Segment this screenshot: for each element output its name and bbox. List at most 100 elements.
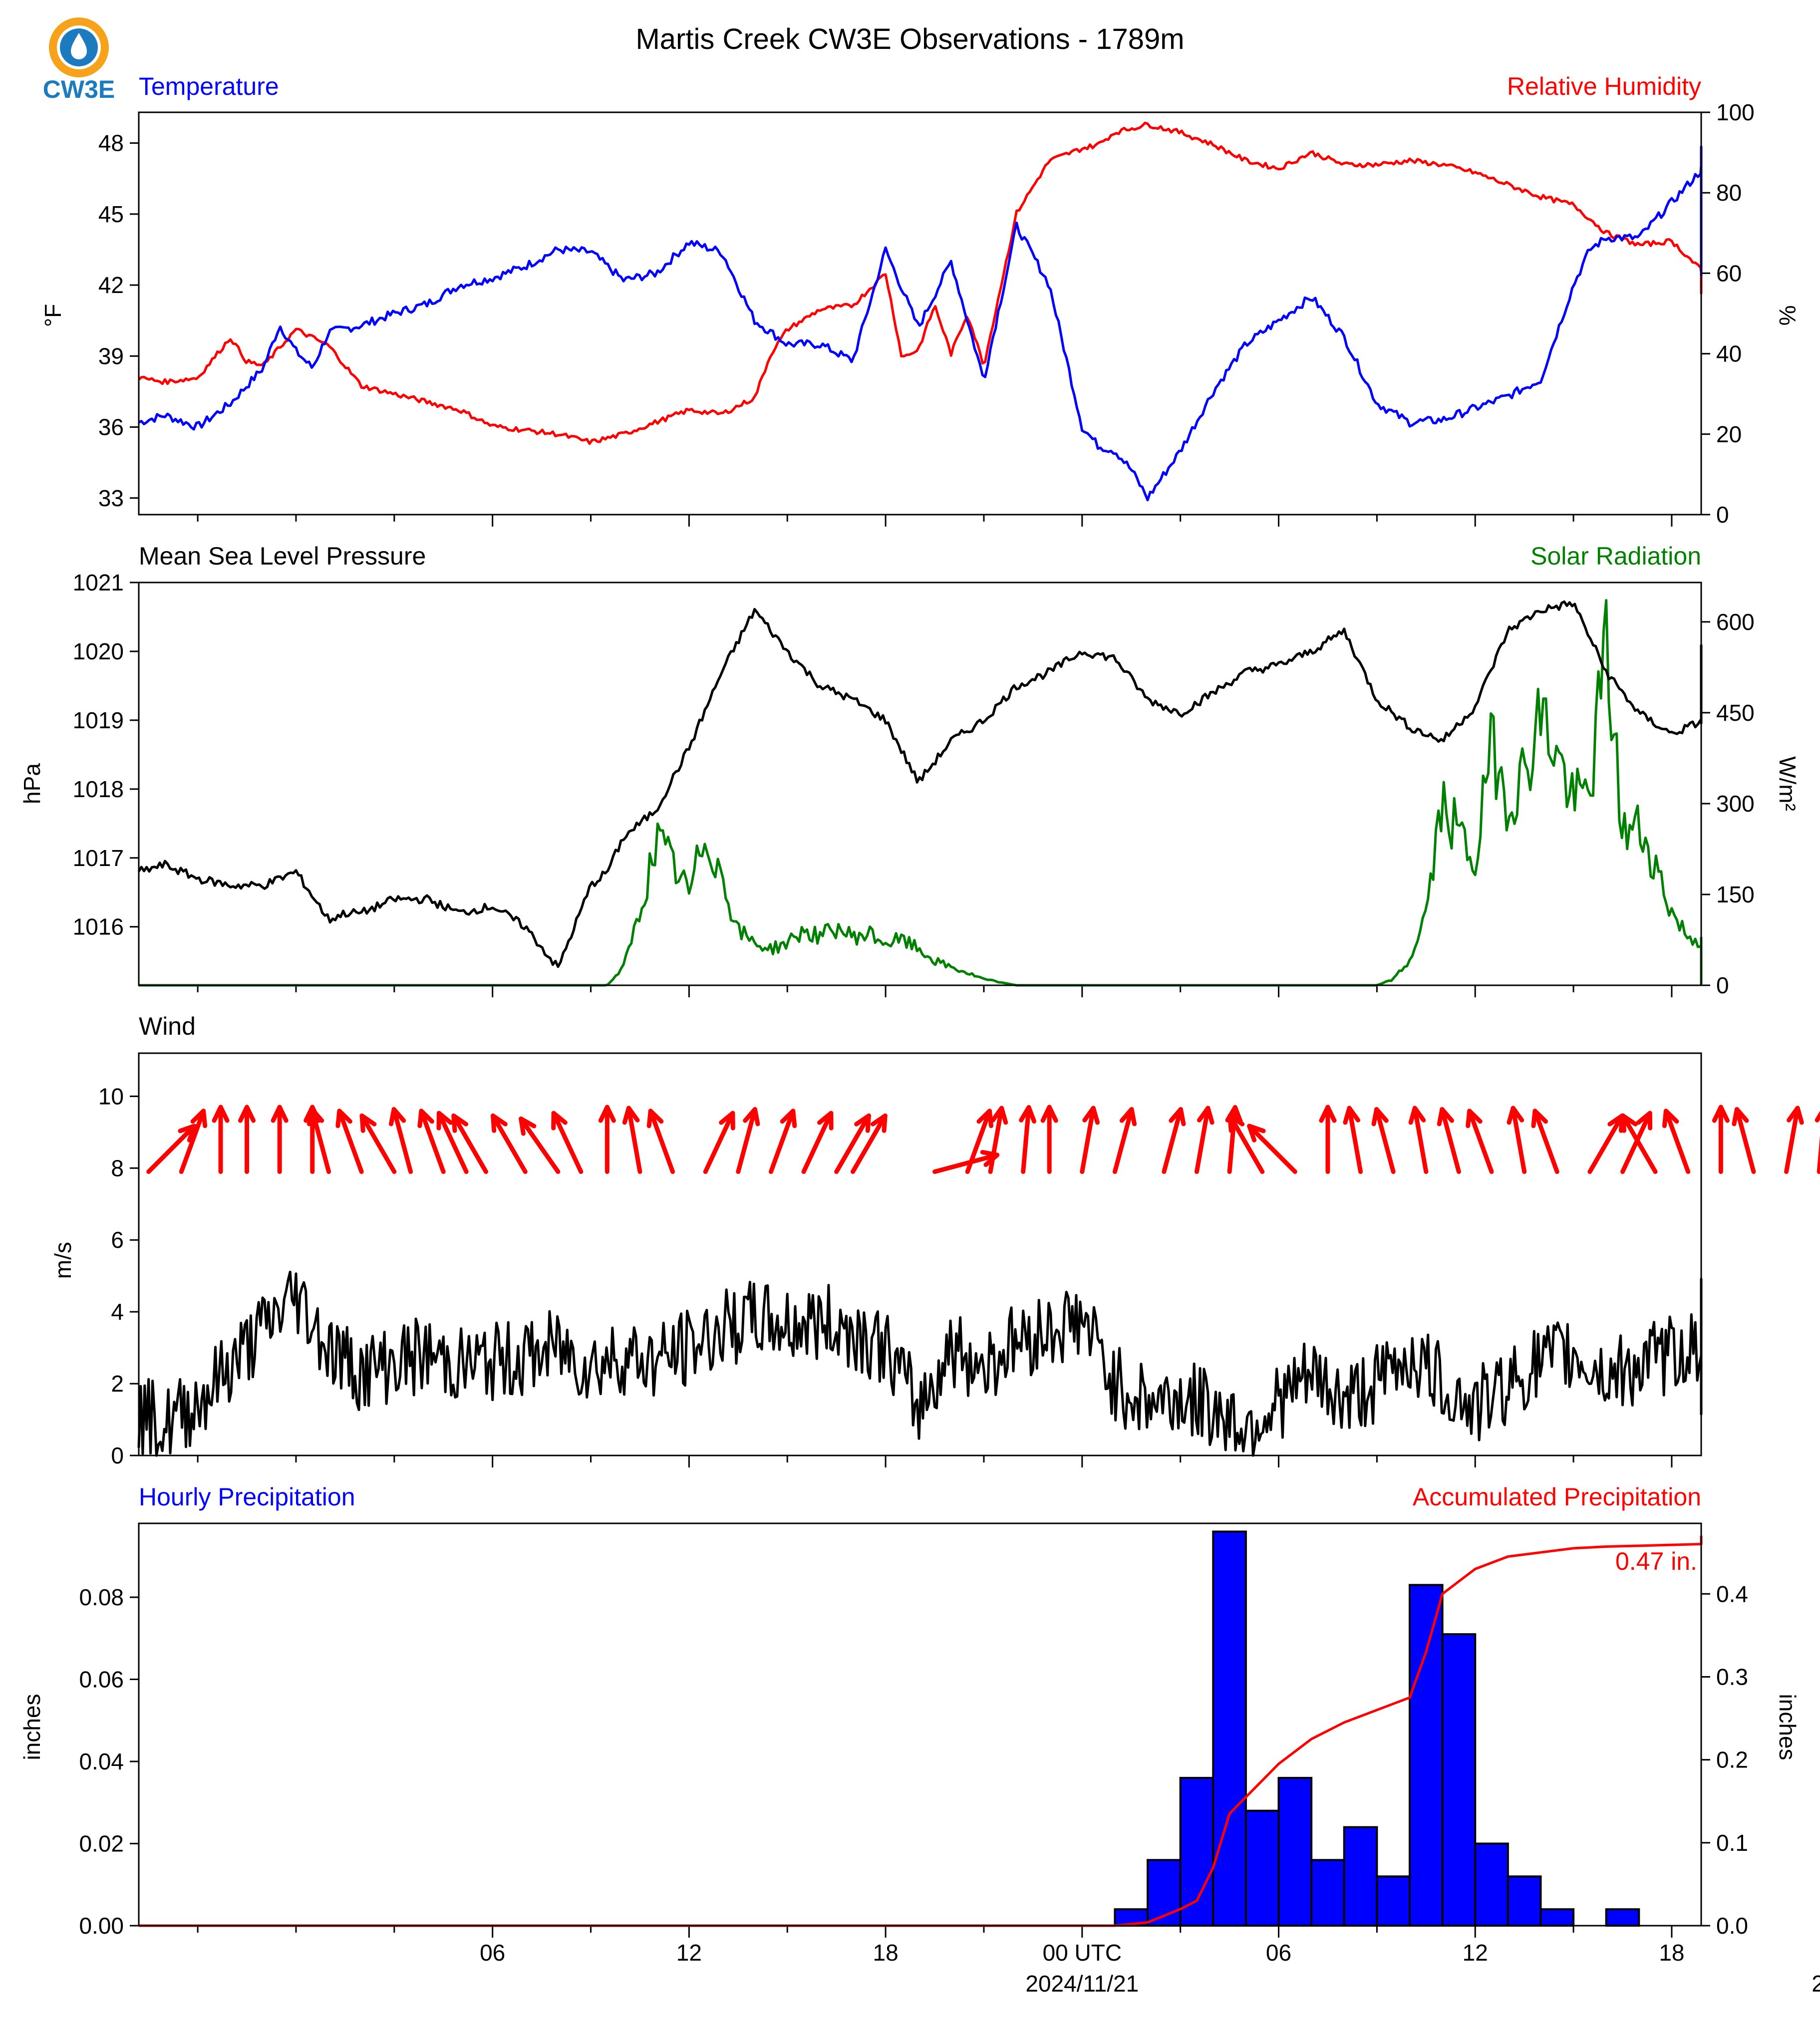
wind-arrow: [359, 1113, 397, 1174]
wind-arrow: [271, 1105, 289, 1174]
y-tick-label: 0.0: [1716, 1913, 1748, 1939]
wind-arrow-head: [491, 1113, 508, 1133]
precip-bar: [1376, 1875, 1411, 1927]
precip-bar: [1539, 1908, 1575, 1927]
wind-arrow-head: [388, 1107, 406, 1127]
wind-arrow-shaft: [309, 1107, 331, 1174]
wind-arrow: [1784, 1106, 1804, 1174]
wind-arrow: [335, 1109, 364, 1174]
wind-arrow-head: [178, 1124, 197, 1143]
wind-arrow: [736, 1107, 760, 1174]
wind-arrow: [1815, 1111, 1820, 1174]
y-tick-label: 60: [1716, 260, 1742, 286]
y-tick-label: 0: [1716, 502, 1729, 528]
y-tick-label: 0: [111, 1443, 124, 1468]
wind-arrow: [703, 1111, 735, 1174]
y-tick-label: 0.4: [1716, 1581, 1748, 1607]
y-tick-label: 0.08: [79, 1584, 124, 1610]
wind-arrow-head: [1197, 1106, 1214, 1125]
precip-bar: [1244, 1809, 1280, 1927]
y-tick-label: 0.3: [1716, 1664, 1748, 1690]
wind-arrow-shaft: [1227, 1113, 1265, 1174]
wind-arrow: [1019, 1105, 1037, 1174]
wind-arrow: [1371, 1107, 1396, 1174]
y-tick-label: 4: [111, 1299, 124, 1325]
logo-text: CW3E: [43, 75, 115, 103]
wind-arrow-head: [451, 1113, 469, 1133]
wind-arrow: [1194, 1106, 1214, 1174]
wind-arrow-head: [854, 1113, 871, 1133]
wind-arrow-head: [1019, 1105, 1037, 1124]
wind-arrow-head: [1040, 1105, 1058, 1123]
y-tick-label: 1016: [73, 914, 124, 940]
y-tick-label: 8: [111, 1155, 124, 1181]
wind-arrow-head: [1227, 1113, 1245, 1133]
wind-arrow: [436, 1111, 469, 1174]
panel4-frame: [138, 1522, 1702, 1927]
wind-arrow: [519, 1116, 561, 1174]
wind-arrow-head: [1082, 1106, 1100, 1125]
wind-arrow: [417, 1109, 446, 1174]
wind-arrow-shaft: [1374, 1107, 1396, 1174]
precip-bar: [1179, 1776, 1214, 1927]
precip-bar: [1277, 1776, 1313, 1927]
wind-arrow-head: [1319, 1105, 1337, 1123]
x-date-label: 2024/11/21: [1025, 1971, 1139, 1997]
solar-axis-label: W/m²: [1775, 756, 1801, 811]
solar-ticks: 0 150 300 450 600: [1701, 609, 1755, 998]
wind-arrow-shaft: [391, 1107, 413, 1174]
y-tick-label: 1018: [73, 776, 124, 802]
precip-bar: [1408, 1584, 1444, 1927]
wind-arrow: [1408, 1106, 1429, 1174]
wind-arrow: [1732, 1107, 1756, 1174]
wind-arrow-shaft: [988, 1106, 1004, 1174]
wind-arrow-shaft: [1412, 1106, 1429, 1174]
wind-arrow-shaft: [1247, 1124, 1297, 1174]
wind-axis-label: m/s: [50, 1242, 76, 1279]
hourly-precip-axis-label: inches: [19, 1694, 45, 1760]
wind-arrow-head: [551, 1111, 568, 1131]
wind-arrow-head: [1712, 1105, 1730, 1123]
wind-arrow: [622, 1106, 642, 1174]
x-tick-label: 12: [676, 1940, 702, 1966]
precip-bar: [1343, 1826, 1378, 1927]
accum-precip-line: [139, 1535, 1703, 1927]
x-date-label: 2024/11/22: [1812, 1971, 1820, 1997]
wind-direction-arrows: [146, 1105, 1820, 1174]
precip-bar: [1212, 1530, 1247, 1927]
x-tick-label: 12: [1463, 1940, 1488, 1966]
panel-pressure-solar: Mean Sea Level Pressure Solar Radiation …: [19, 542, 1801, 998]
y-tick-label: 300: [1716, 791, 1755, 817]
y-tick-label: 0: [1716, 972, 1729, 998]
wind-arrow-head: [1169, 1107, 1186, 1127]
wind-arrow-shaft: [1663, 1109, 1691, 1174]
humidity-axis-label: %: [1775, 305, 1801, 326]
wind-arrow-head: [622, 1106, 640, 1125]
wind-arrow-shaft: [1532, 1109, 1559, 1174]
wind-arrow-head: [598, 1105, 616, 1123]
y-tick-label: 20: [1716, 421, 1742, 447]
wind-arrow-head: [990, 1106, 1008, 1125]
wind-arrow: [1227, 1113, 1265, 1174]
temperature-title: Temperature: [139, 72, 279, 100]
y-tick-label: 0.00: [79, 1913, 124, 1939]
y-tick-label: 0.02: [79, 1831, 124, 1857]
logo-ring-icon: [49, 17, 109, 77]
wind-arrow: [932, 1150, 1000, 1174]
humidity-series-line: [138, 121, 1703, 445]
wind-arrow-shaft: [1784, 1106, 1800, 1174]
wind-arrow-shaft: [1021, 1105, 1031, 1174]
wind-arrow-shaft: [519, 1116, 561, 1174]
wind-arrow-shaft: [1734, 1107, 1756, 1174]
wind-arrow-head: [1620, 1113, 1638, 1133]
wind-arrow-head: [1343, 1106, 1361, 1125]
y-tick-label: 1017: [73, 845, 124, 871]
wind-arrow-shaft: [1467, 1109, 1494, 1174]
wind-arrow-shaft: [1112, 1107, 1134, 1174]
panel1-frame: [138, 111, 1702, 516]
x-tick-label: 18: [873, 1940, 899, 1966]
wind-arrow-shaft: [850, 1113, 888, 1174]
y-tick-label: 42: [98, 272, 124, 298]
